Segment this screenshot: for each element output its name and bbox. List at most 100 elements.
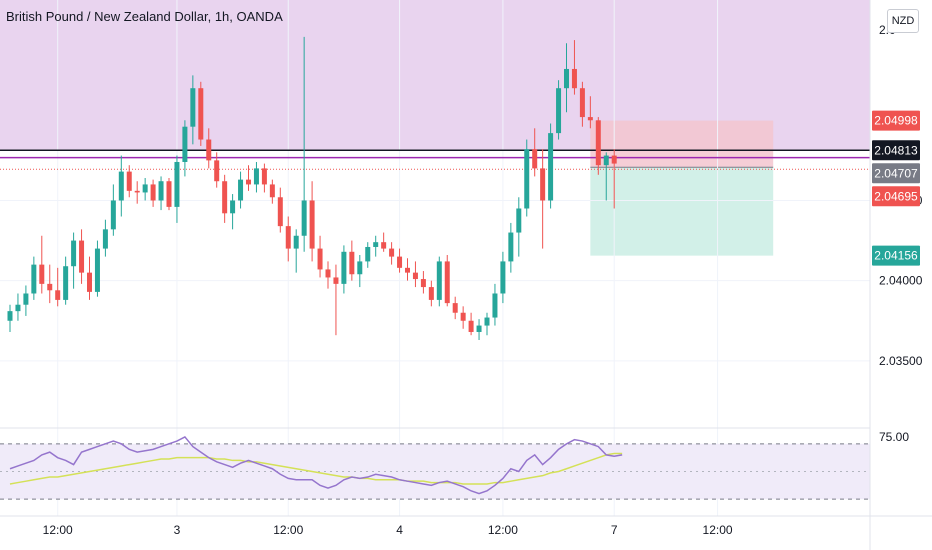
candle [118, 155, 124, 217]
candle [460, 306, 466, 329]
candle-body [301, 200, 307, 236]
candle-body [333, 277, 339, 284]
candle [166, 178, 172, 211]
price-label[interactable]: 2.04695 [872, 186, 920, 207]
candle [190, 75, 196, 145]
candle [508, 222, 514, 273]
candle [325, 261, 331, 289]
candle-body [540, 168, 546, 201]
price-tick-label: 2.04000 [879, 274, 923, 288]
candle [87, 256, 92, 300]
candle [540, 149, 546, 249]
candle [309, 181, 315, 262]
candle [548, 123, 554, 209]
take-profit-zone[interactable] [590, 167, 774, 256]
candle-body [238, 179, 244, 201]
candle-body [182, 126, 188, 162]
candle [524, 139, 530, 217]
candle-body [39, 264, 45, 284]
candle-body [452, 303, 458, 313]
candle [301, 36, 307, 252]
candle-body [230, 200, 236, 214]
candle [293, 229, 299, 273]
price-label[interactable]: 2.04998 [872, 110, 920, 131]
candle-body [309, 200, 315, 249]
candle-body [587, 117, 593, 121]
candle [579, 81, 585, 127]
candle-body [206, 139, 212, 161]
candle-body [508, 232, 514, 262]
candle-body [468, 320, 474, 332]
candle-body [349, 251, 355, 275]
candle [516, 197, 522, 257]
candle-body [246, 179, 251, 185]
candle-body [412, 272, 418, 280]
candle [206, 128, 212, 169]
candle-body [476, 325, 482, 332]
candle [158, 176, 164, 211]
candle [39, 235, 45, 294]
candle-body [325, 269, 331, 278]
candle-body [293, 235, 299, 249]
price-label-box [872, 163, 920, 184]
candle-body [55, 290, 61, 300]
price-label-text: 2.04813 [874, 143, 918, 157]
price-tick-label: 2.03500 [879, 354, 923, 368]
candle [405, 258, 410, 281]
candle-body [94, 248, 100, 292]
stop-loss-zone[interactable] [590, 120, 774, 168]
candle-body [579, 88, 585, 118]
candle [269, 179, 275, 204]
candle-body [516, 208, 522, 233]
price-label[interactable]: 2.04156 [872, 245, 920, 266]
candle [15, 293, 21, 321]
candle [238, 171, 244, 209]
candle [381, 232, 387, 252]
candle [71, 232, 77, 289]
chart-title: British Pound / New Zealand Dollar, 1h, … [6, 9, 283, 24]
candle [564, 43, 569, 113]
price-label[interactable]: 2.04813 [872, 140, 920, 161]
price-label-text: 2.04695 [874, 189, 918, 203]
candle [134, 181, 140, 204]
candle-body [166, 181, 172, 207]
candle [102, 219, 108, 257]
price-label-text: 2.04707 [874, 166, 918, 180]
candle-body [357, 261, 363, 275]
candle-body [389, 248, 395, 257]
time-tick-label: 7 [611, 523, 618, 537]
candle [420, 271, 426, 294]
candle [357, 255, 363, 288]
candle-body [102, 229, 108, 249]
candle-body [444, 261, 450, 304]
candle [476, 319, 482, 340]
candle-body [158, 181, 164, 201]
candle [94, 240, 100, 297]
candle [444, 255, 450, 307]
candle-body [373, 242, 379, 247]
candle [333, 264, 339, 336]
candle [214, 152, 220, 188]
price-label-box [872, 245, 920, 266]
candle [500, 251, 506, 304]
candle-body [548, 133, 554, 201]
candle [63, 256, 69, 305]
candle-body [269, 184, 275, 198]
candle [532, 128, 538, 177]
currency-badge[interactable]: NZD [887, 9, 919, 33]
candle [182, 120, 188, 177]
price-label-text: 2.04998 [874, 114, 918, 128]
candle-body [214, 160, 220, 182]
candle [55, 267, 61, 307]
price-label[interactable]: 2.04707 [872, 163, 920, 184]
candle-body [285, 226, 291, 249]
candle [23, 285, 29, 316]
candle [595, 117, 601, 175]
candle [126, 165, 132, 198]
candle-body [79, 240, 85, 273]
candle-body [595, 120, 601, 166]
candle-body [556, 88, 562, 134]
candle [556, 80, 562, 140]
candle-body [71, 240, 77, 267]
